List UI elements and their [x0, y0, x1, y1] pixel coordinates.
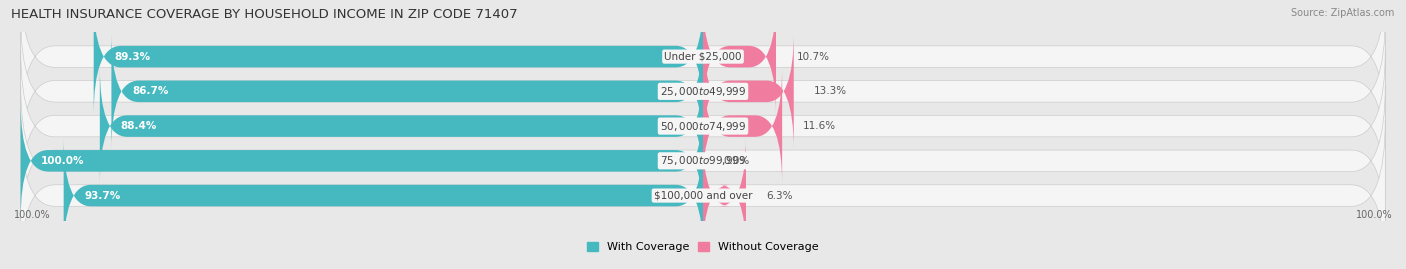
Text: 6.3%: 6.3%: [766, 190, 793, 201]
FancyBboxPatch shape: [94, 0, 703, 115]
Text: 86.7%: 86.7%: [132, 86, 169, 96]
Text: Source: ZipAtlas.com: Source: ZipAtlas.com: [1291, 8, 1395, 18]
FancyBboxPatch shape: [21, 119, 1385, 269]
Text: Under $25,000: Under $25,000: [664, 52, 742, 62]
Text: 100.0%: 100.0%: [1355, 210, 1392, 220]
FancyBboxPatch shape: [703, 0, 776, 115]
FancyBboxPatch shape: [111, 33, 703, 150]
Text: 93.7%: 93.7%: [84, 190, 121, 201]
FancyBboxPatch shape: [21, 15, 1385, 167]
Text: 11.6%: 11.6%: [803, 121, 835, 131]
Legend: With Coverage, Without Coverage: With Coverage, Without Coverage: [582, 237, 824, 256]
Text: $50,000 to $74,999: $50,000 to $74,999: [659, 120, 747, 133]
Text: 13.3%: 13.3%: [814, 86, 848, 96]
FancyBboxPatch shape: [21, 102, 703, 220]
Text: $100,000 and over: $100,000 and over: [654, 190, 752, 201]
FancyBboxPatch shape: [21, 85, 1385, 237]
Text: $25,000 to $49,999: $25,000 to $49,999: [659, 85, 747, 98]
Text: 10.7%: 10.7%: [796, 52, 830, 62]
FancyBboxPatch shape: [703, 67, 782, 185]
FancyBboxPatch shape: [21, 50, 1385, 202]
FancyBboxPatch shape: [703, 33, 794, 150]
FancyBboxPatch shape: [63, 137, 703, 254]
Text: $75,000 to $99,999: $75,000 to $99,999: [659, 154, 747, 167]
Text: 100.0%: 100.0%: [14, 210, 51, 220]
Text: 89.3%: 89.3%: [114, 52, 150, 62]
Text: 88.4%: 88.4%: [121, 121, 156, 131]
FancyBboxPatch shape: [21, 0, 1385, 133]
Text: 100.0%: 100.0%: [41, 156, 84, 166]
Text: HEALTH INSURANCE COVERAGE BY HOUSEHOLD INCOME IN ZIP CODE 71407: HEALTH INSURANCE COVERAGE BY HOUSEHOLD I…: [11, 8, 517, 21]
Text: 0.0%: 0.0%: [724, 156, 749, 166]
FancyBboxPatch shape: [703, 137, 747, 254]
FancyBboxPatch shape: [100, 67, 703, 185]
